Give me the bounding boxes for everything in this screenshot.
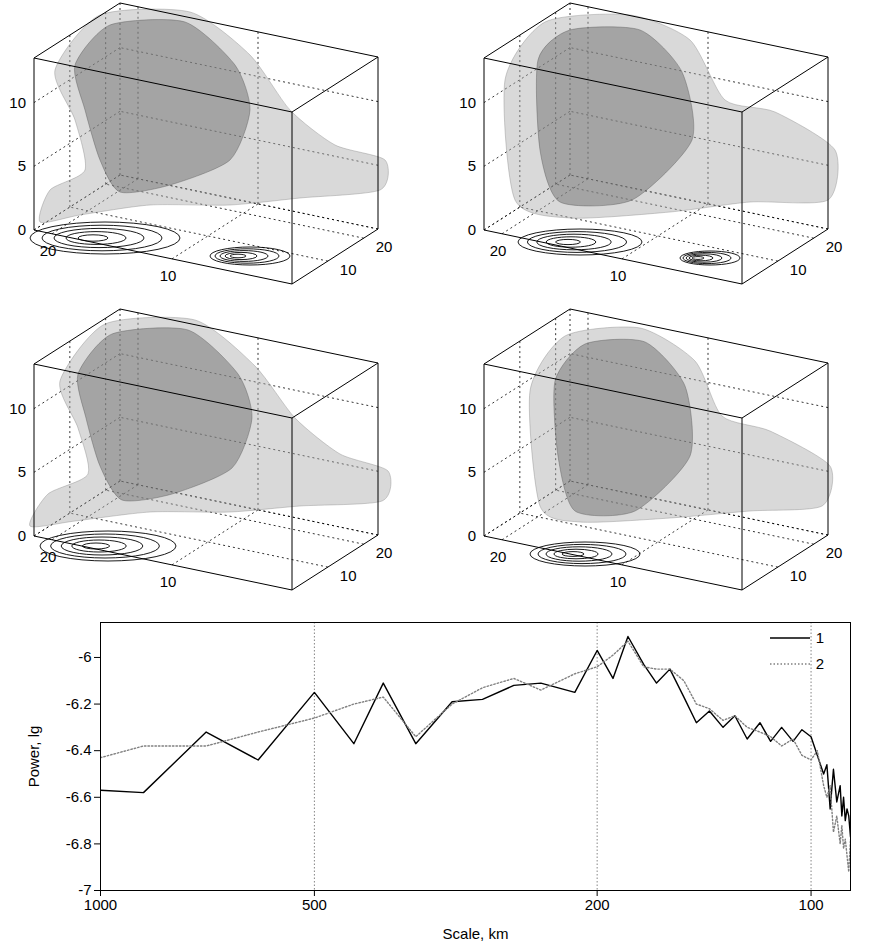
svg-text:10: 10	[340, 567, 357, 584]
svg-text:20: 20	[490, 242, 507, 259]
svg-text:Scale, km: Scale, km	[443, 925, 509, 942]
svg-text:20: 20	[376, 238, 393, 255]
svg-text:500: 500	[302, 896, 327, 913]
svg-text:5: 5	[18, 463, 26, 480]
svg-text:10: 10	[340, 261, 357, 278]
svg-text:0: 0	[18, 221, 26, 238]
svg-text:10: 10	[459, 94, 476, 111]
svg-text:10: 10	[610, 267, 627, 284]
svg-text:-6.8: -6.8	[66, 835, 92, 852]
svg-text:10: 10	[790, 261, 807, 278]
svg-text:200: 200	[585, 896, 610, 913]
svg-text:-6.4: -6.4	[66, 741, 92, 758]
svg-text:1000: 1000	[84, 896, 117, 913]
svg-text:0: 0	[18, 527, 26, 544]
svg-text:-7: -7	[78, 881, 92, 899]
svg-text:10: 10	[160, 267, 177, 284]
svg-text:1: 1	[816, 629, 824, 646]
svg-text:5: 5	[468, 157, 476, 174]
svg-text:5: 5	[468, 463, 476, 480]
svg-text:0: 0	[468, 527, 476, 544]
svg-text:20: 20	[40, 548, 57, 565]
svg-text:5: 5	[18, 157, 26, 174]
svg-text:-6.2: -6.2	[66, 695, 92, 712]
svg-text:10: 10	[790, 567, 807, 584]
svg-text:20: 20	[376, 544, 393, 561]
svg-text:10: 10	[9, 94, 26, 111]
svg-text:20: 20	[40, 242, 57, 259]
svg-text:2: 2	[816, 655, 824, 672]
svg-text:20: 20	[826, 238, 843, 255]
svg-text:Power, lg: Power, lg	[25, 726, 42, 788]
svg-text:100: 100	[799, 896, 824, 913]
svg-text:20: 20	[826, 544, 843, 561]
svg-text:-6.6: -6.6	[66, 788, 92, 805]
svg-text:10: 10	[459, 400, 476, 417]
svg-text:-6: -6	[78, 648, 91, 665]
svg-text:10: 10	[9, 400, 26, 417]
svg-text:20: 20	[490, 548, 507, 565]
svg-text:0: 0	[468, 221, 476, 238]
svg-text:10: 10	[610, 573, 627, 590]
svg-text:10: 10	[160, 573, 177, 590]
